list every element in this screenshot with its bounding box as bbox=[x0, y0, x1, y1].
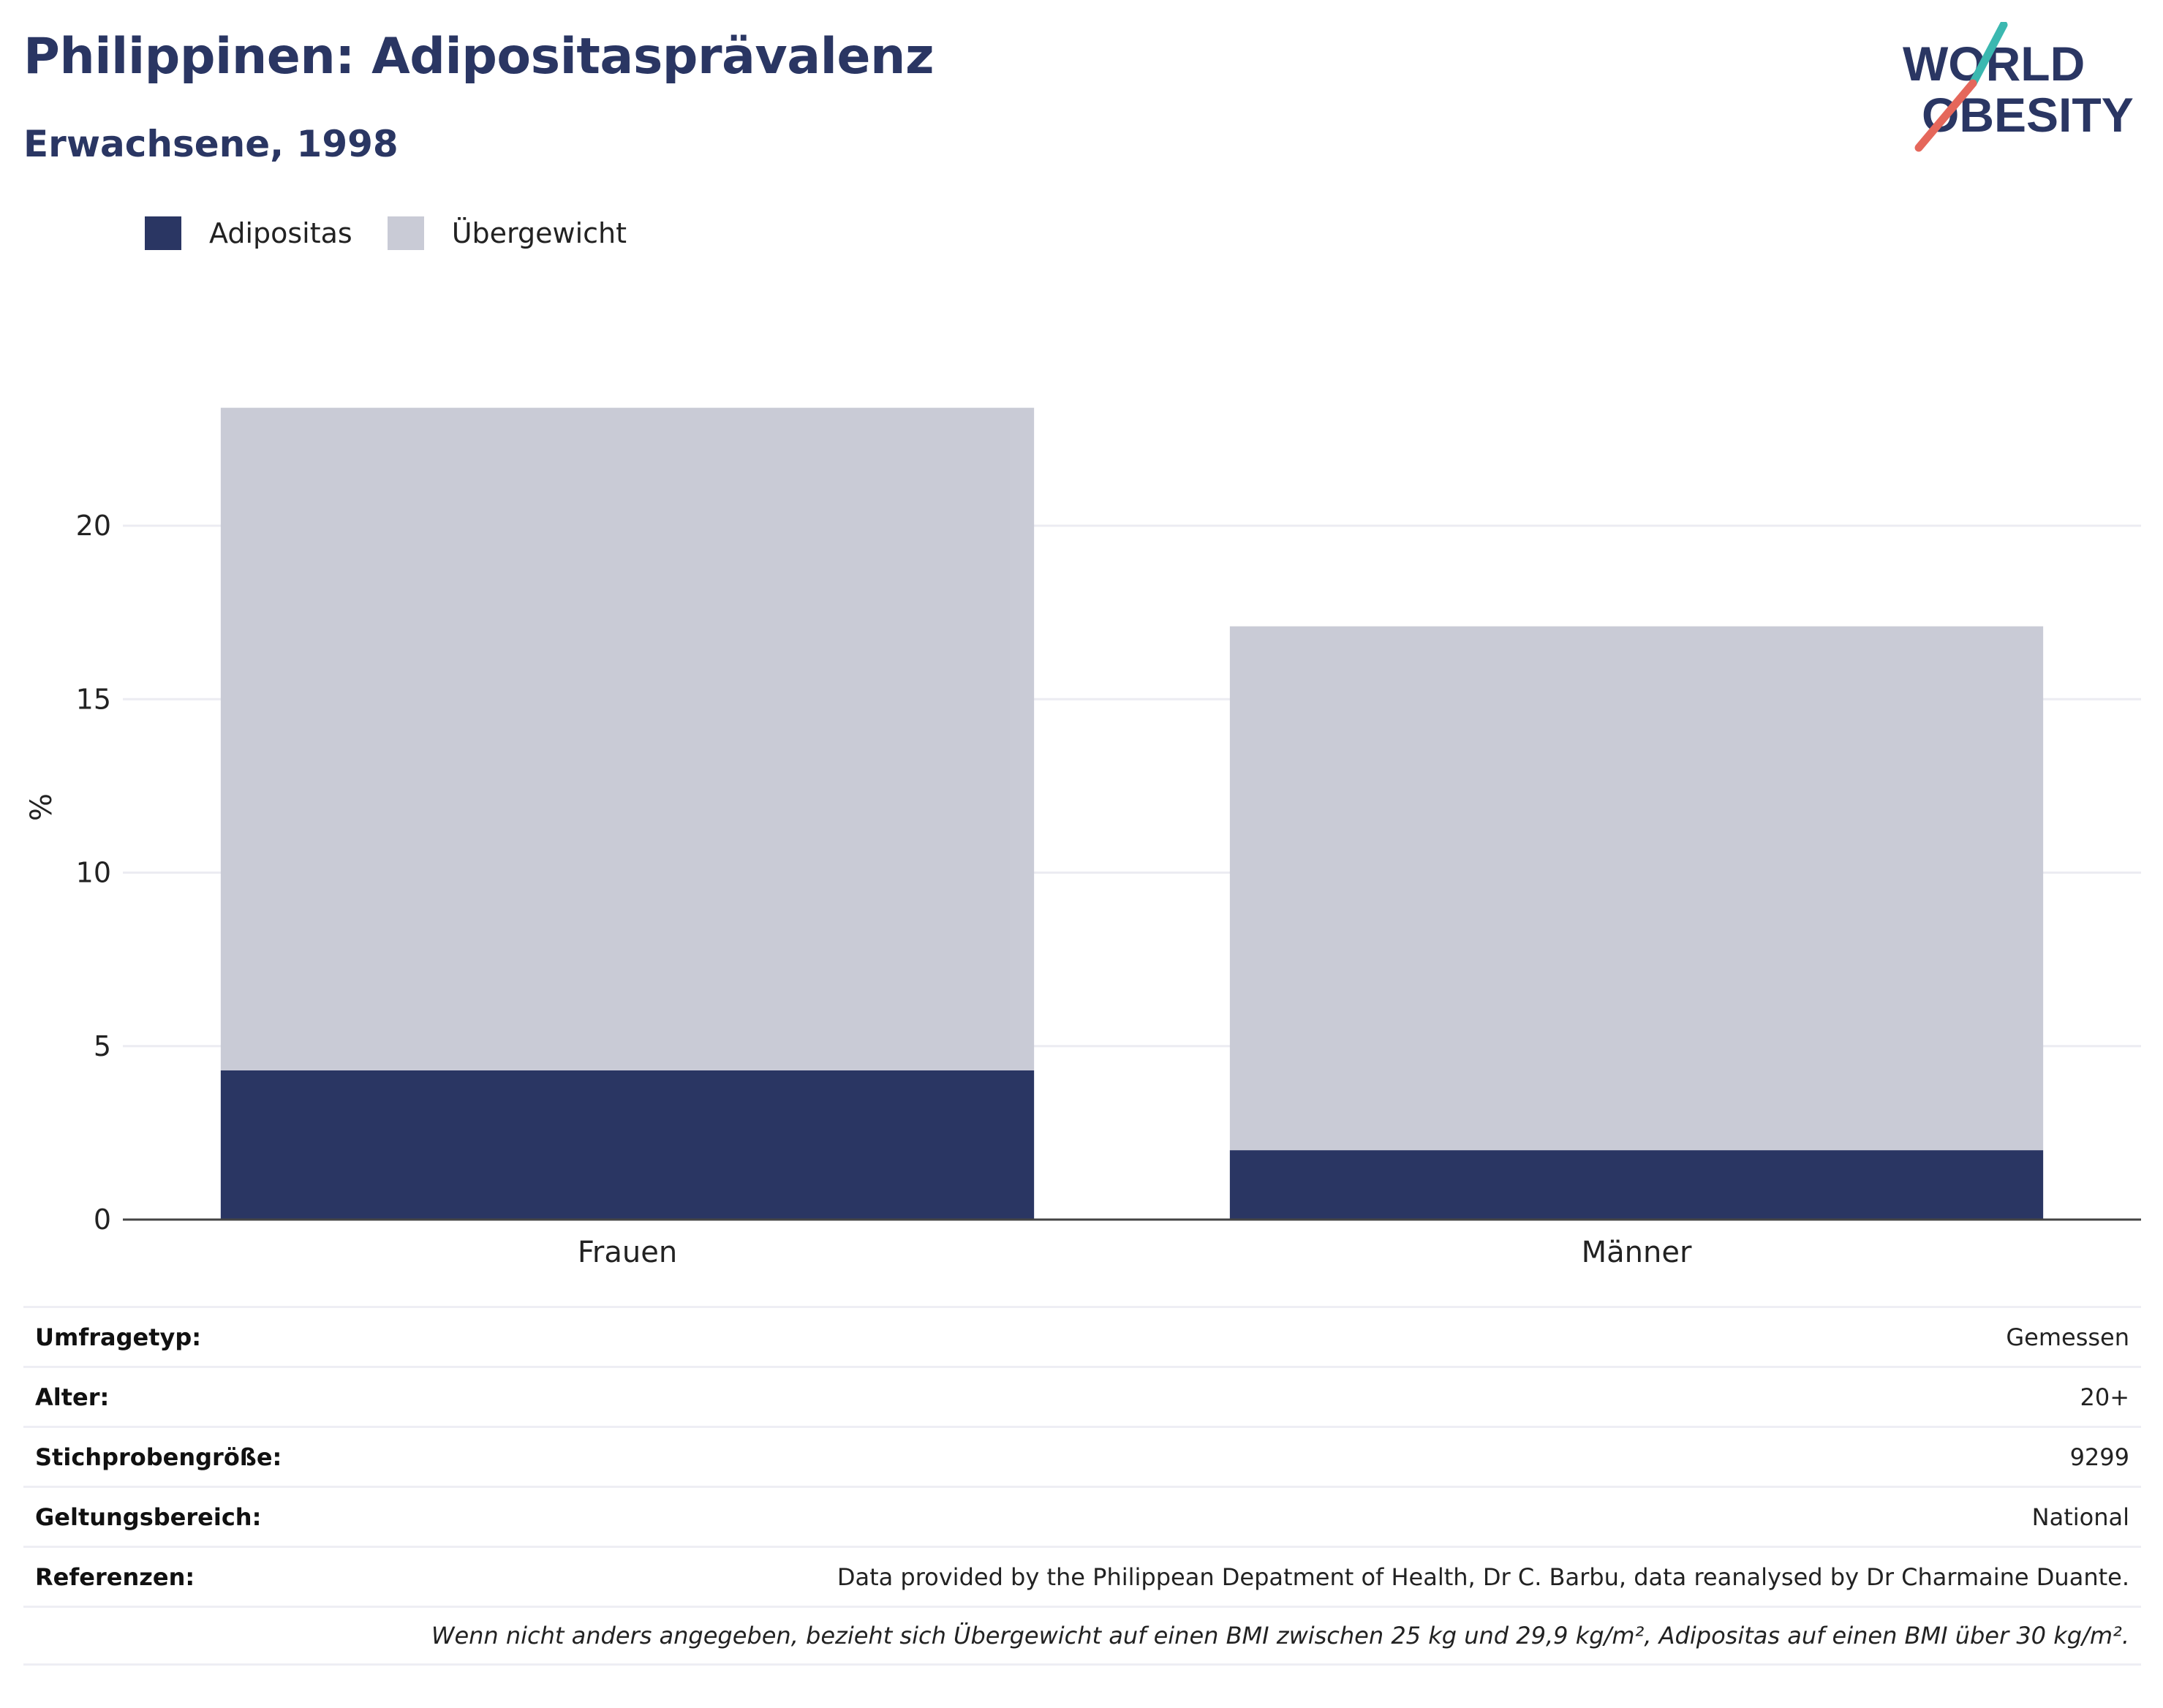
info-value: National bbox=[2031, 1503, 2129, 1531]
info-row-coverage: Geltungsbereich: National bbox=[23, 1486, 2141, 1546]
info-value: Gemessen bbox=[2006, 1323, 2129, 1351]
bar-adipositas-1 bbox=[1229, 1150, 2044, 1220]
page-title: Philippinen: Adipositasprävalenz bbox=[23, 28, 935, 86]
bar-uebergewicht-1 bbox=[1229, 626, 2044, 1151]
world-obesity-logo: WORLD OBESITY bbox=[1903, 22, 2134, 152]
info-row-sample-size: Stichprobengröße: 9299 bbox=[23, 1426, 2141, 1486]
legend-label-adipositas: Adipositas bbox=[209, 217, 352, 249]
info-value: Data provided by the Philippean Depatmen… bbox=[837, 1562, 2129, 1591]
info-row-references: Referenzen: Data provided by the Philipp… bbox=[23, 1546, 2141, 1606]
info-label: Referenzen: bbox=[35, 1562, 195, 1591]
bmi-note: Wenn nicht anders angegeben, bezieht sic… bbox=[431, 1622, 2129, 1650]
info-value: 9299 bbox=[2069, 1443, 2129, 1471]
svg-text:OBESITY: OBESITY bbox=[1922, 88, 2134, 142]
y-tick-label: 0 bbox=[94, 1203, 111, 1236]
legend-swatch-adipositas bbox=[145, 216, 181, 250]
y-tick-label: 5 bbox=[94, 1030, 111, 1062]
legend-item-uebergewicht[interactable]: Übergewicht bbox=[387, 216, 627, 250]
info-label: Alter: bbox=[35, 1383, 110, 1411]
info-row-age: Alter: 20+ bbox=[23, 1366, 2141, 1426]
y-tick-label: 15 bbox=[76, 683, 111, 715]
info-label: Stichprobengröße: bbox=[35, 1443, 282, 1471]
page-subtitle: Erwachsene, 1998 bbox=[23, 123, 399, 165]
bar-uebergewicht-0 bbox=[220, 407, 1035, 1070]
info-row-survey-type: Umfragetyp: Gemessen bbox=[23, 1306, 2141, 1366]
info-value: 20+ bbox=[2080, 1383, 2129, 1411]
bar-adipositas-0 bbox=[220, 1070, 1035, 1220]
y-tick-label: 20 bbox=[76, 510, 111, 542]
survey-info-table: Umfragetyp: Gemessen Alter: 20+ Stichpro… bbox=[23, 1306, 2141, 1666]
info-label: Umfragetyp: bbox=[35, 1323, 202, 1351]
info-row-bmi-note: Wenn nicht anders angegeben, bezieht sic… bbox=[23, 1606, 2141, 1666]
x-tick-label: Männer bbox=[1582, 1236, 1692, 1269]
x-tick-label: Frauen bbox=[578, 1236, 677, 1269]
legend-label-uebergewicht: Übergewicht bbox=[451, 217, 627, 249]
y-tick-label: 10 bbox=[76, 857, 111, 889]
chart-legend: Adipositas Übergewicht bbox=[145, 216, 662, 250]
y-axis-label: % bbox=[25, 793, 58, 821]
bar-chart: 0 5 10 15 20% Frauen Männer bbox=[25, 407, 2141, 1269]
legend-swatch-uebergewicht bbox=[387, 216, 424, 250]
legend-item-adipositas[interactable]: Adipositas bbox=[145, 216, 352, 250]
info-label: Geltungsbereich: bbox=[35, 1503, 262, 1531]
